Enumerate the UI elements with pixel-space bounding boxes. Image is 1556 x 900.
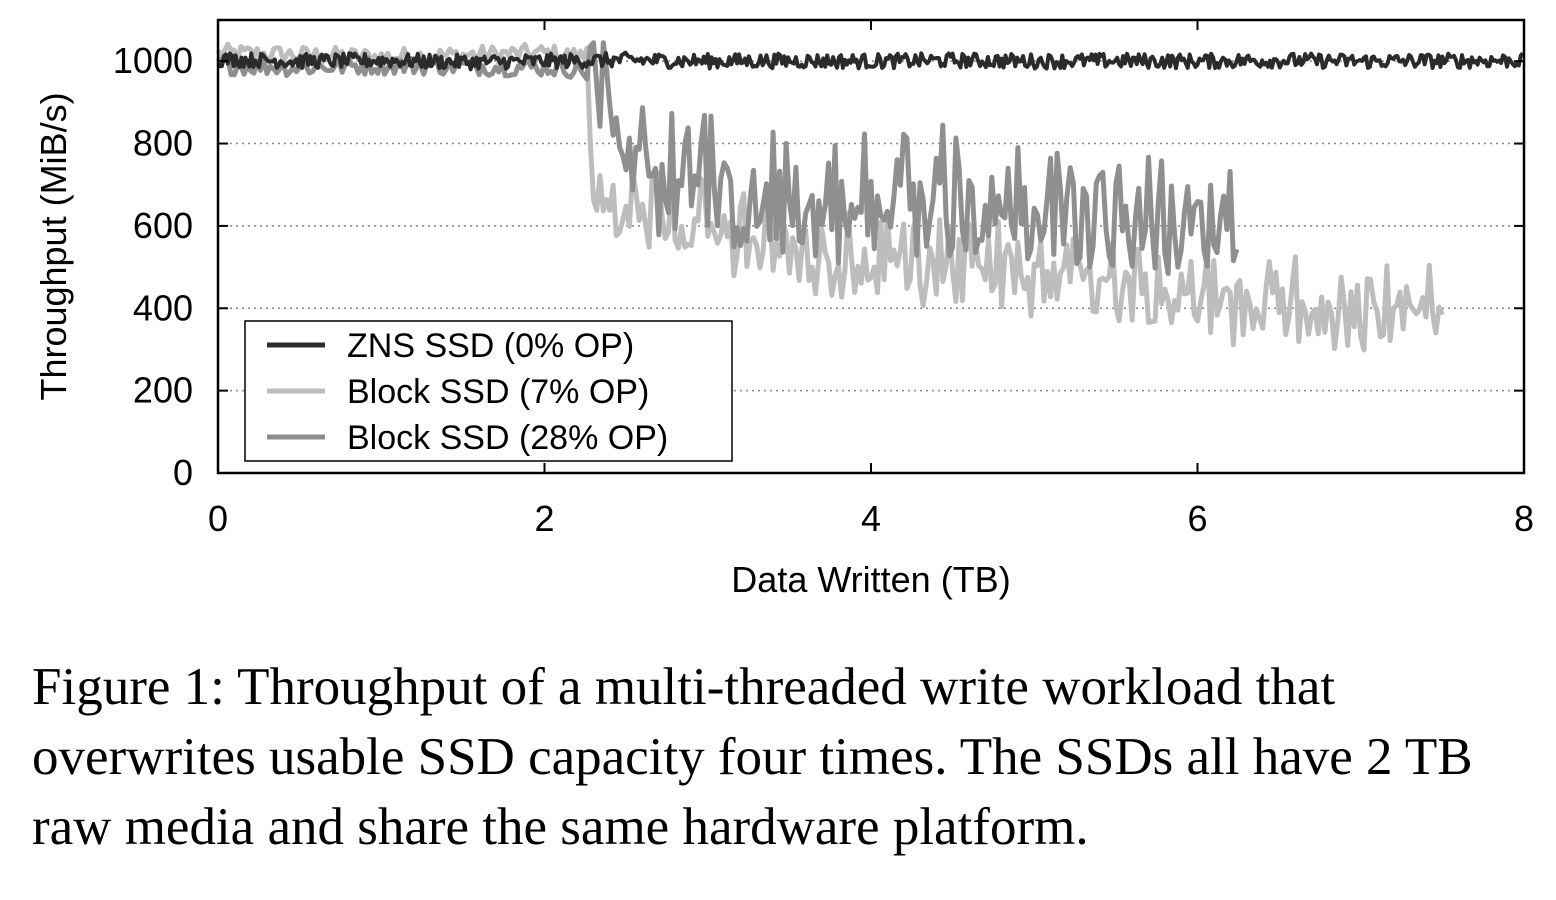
- legend-box: [244, 320, 733, 462]
- x-tick-label: 2: [534, 498, 554, 539]
- x-tick-label: 4: [861, 498, 881, 539]
- y-axis-label: Throughput (MiB/s): [33, 92, 74, 400]
- series-line-2: [216, 40, 1240, 276]
- throughput-chart: 0 2 4 6 8 0 200 400 600 800 1000 Data Written (TB…: [33, 18, 1534, 600]
- x-tick-label: 8: [1514, 498, 1534, 539]
- figure-caption: Figure 1: Throughput of a multi-threaded…: [32, 658, 1473, 856]
- x-axis: 0 2 4 6 8: [208, 20, 1534, 539]
- x-tick-label: 6: [1187, 498, 1207, 539]
- legend: ZNS SSD (0% OP) Block SSD (7% OP) Block SS…: [244, 320, 733, 462]
- x-tick-label: 0: [208, 498, 228, 539]
- y-tick-label: 400: [133, 287, 193, 328]
- y-tick-label: 200: [133, 370, 193, 411]
- y-tick-label: 0: [173, 452, 193, 493]
- y-tick-label: 800: [133, 123, 193, 164]
- y-tick-label: 600: [133, 205, 193, 246]
- y-axis: 0 200 400 600 800 1000: [113, 40, 1524, 493]
- y-tick-label: 1000: [113, 40, 193, 81]
- legend-entry: Block SSD (7% OP): [347, 373, 649, 411]
- series-layer: [215, 40, 1525, 353]
- series-line-0: [216, 50, 1525, 72]
- legend-entry: Block SSD (28% OP): [347, 419, 668, 457]
- x-axis-label: Data Written (TB): [731, 559, 1010, 600]
- legend-entry: ZNS SSD (0% OP): [347, 327, 634, 365]
